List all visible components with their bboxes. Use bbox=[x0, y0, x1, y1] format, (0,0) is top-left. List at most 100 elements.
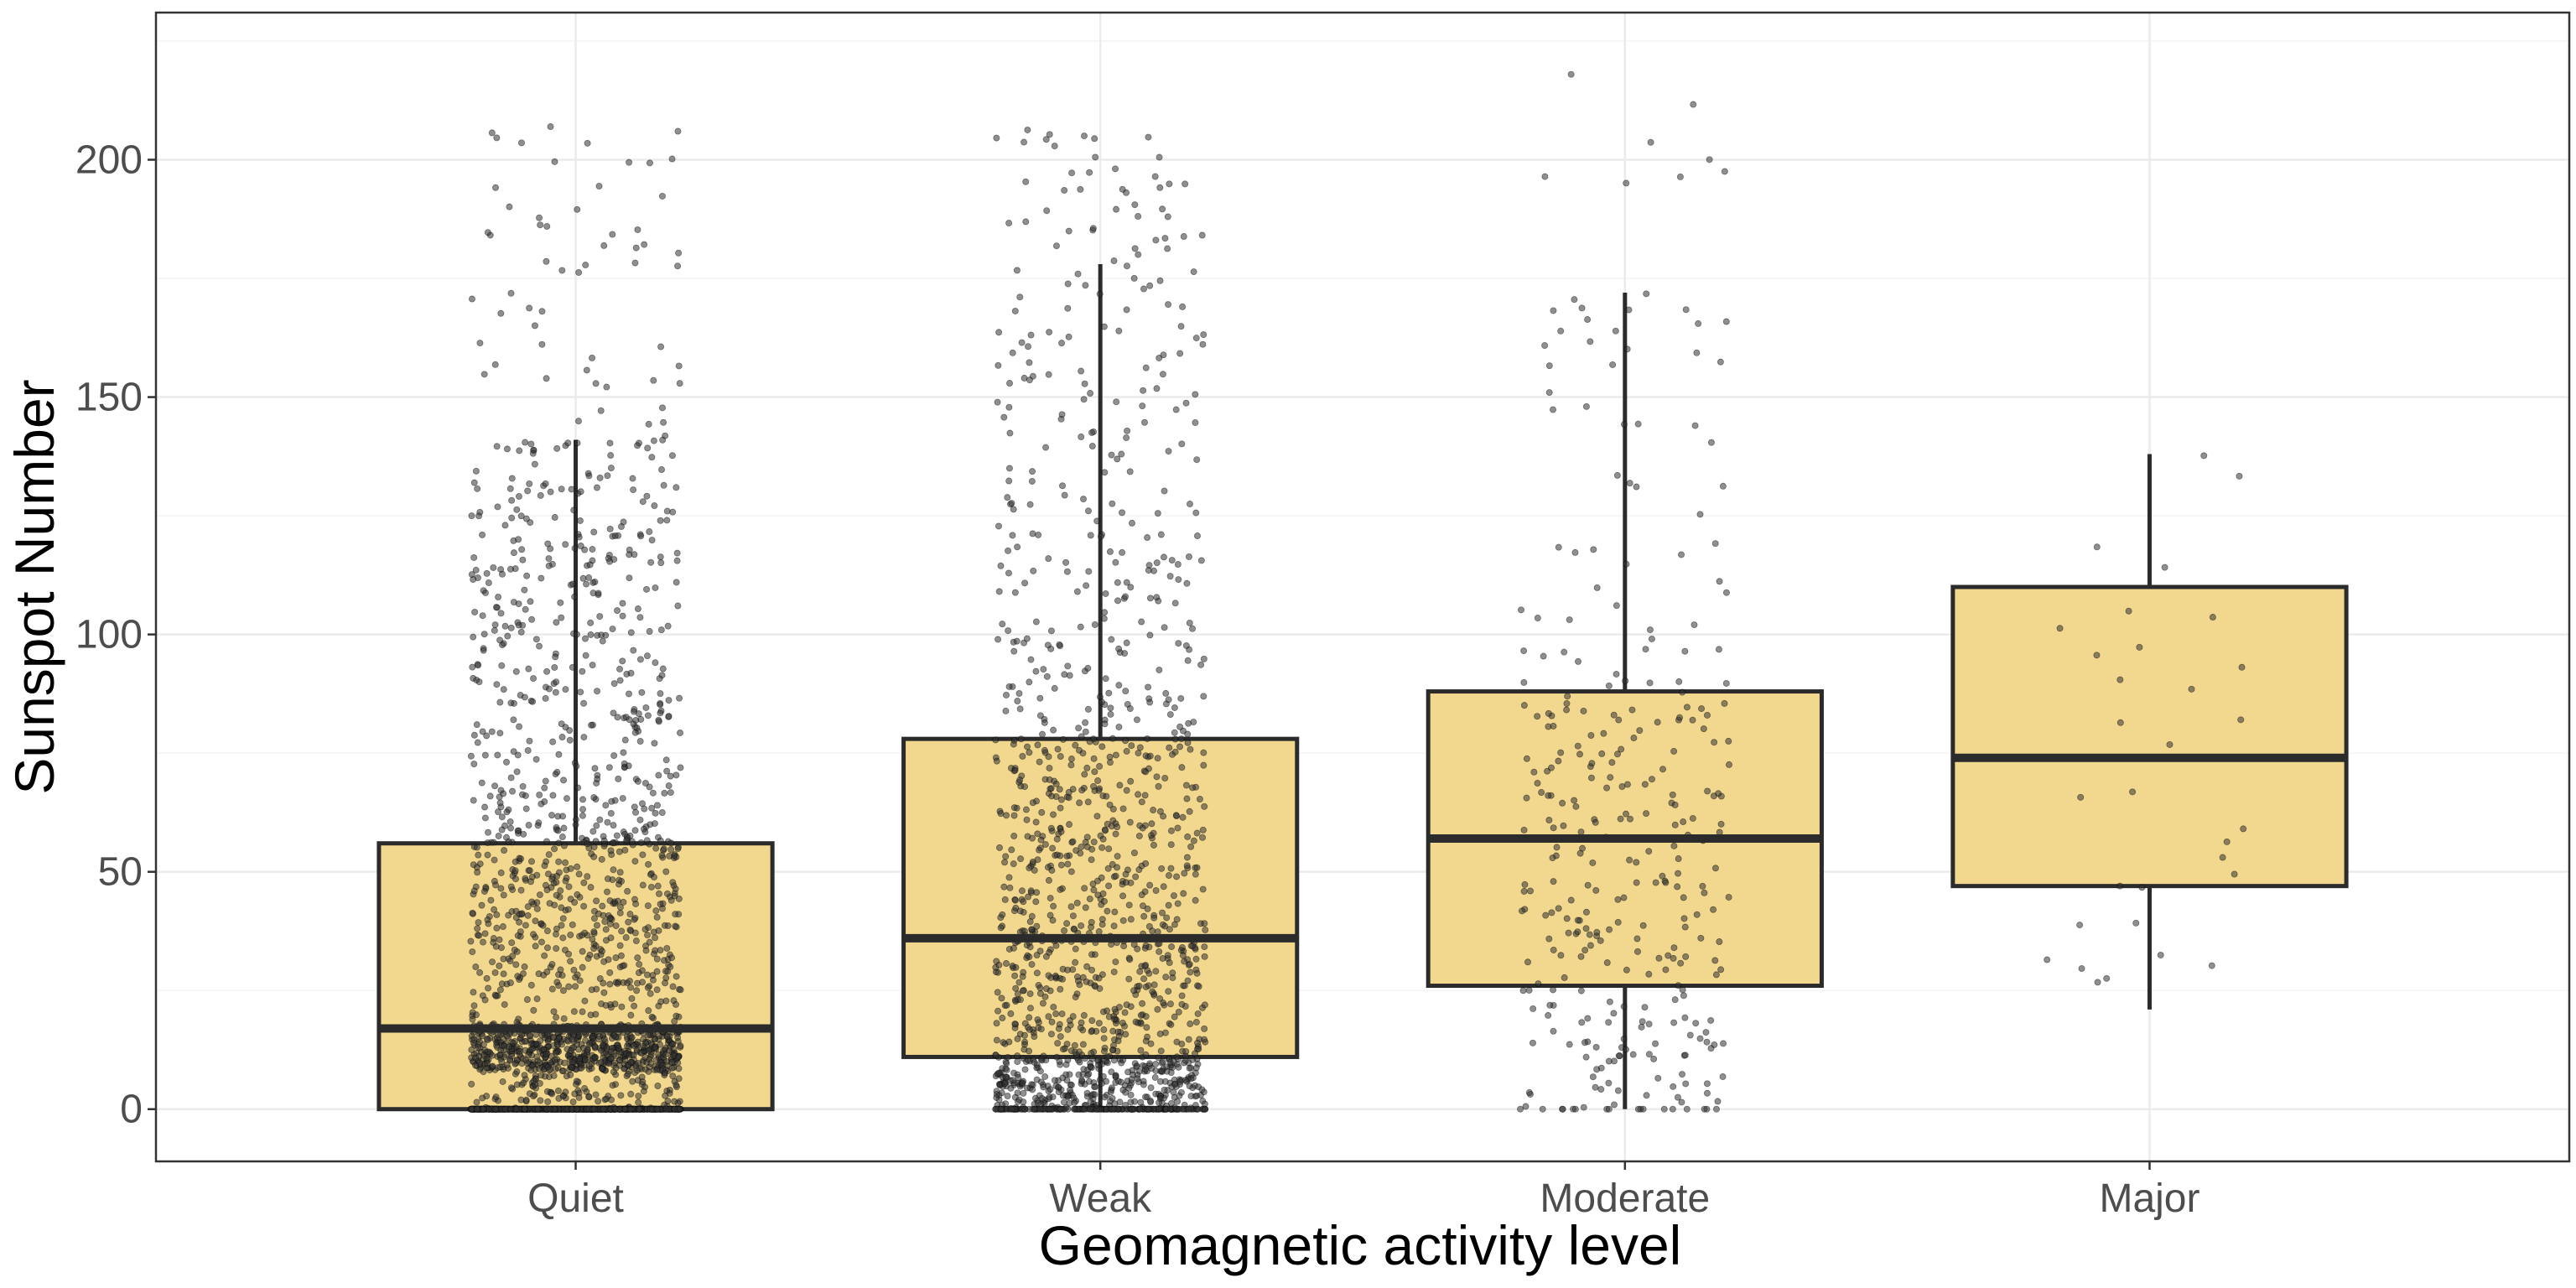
data-point bbox=[667, 789, 674, 797]
data-point bbox=[648, 537, 656, 544]
data-point bbox=[673, 973, 680, 980]
data-point bbox=[1186, 1064, 1193, 1072]
data-point bbox=[673, 1012, 680, 1020]
data-point bbox=[553, 619, 560, 626]
data-point bbox=[498, 826, 506, 834]
data-point bbox=[584, 955, 592, 963]
data-point bbox=[1171, 921, 1178, 928]
data-point bbox=[676, 694, 683, 702]
data-point bbox=[1009, 962, 1016, 969]
data-point bbox=[1021, 1066, 1029, 1073]
data-point bbox=[530, 1078, 538, 1085]
data-point bbox=[470, 797, 477, 804]
data-point bbox=[571, 1090, 579, 1098]
data-point bbox=[1061, 186, 1068, 194]
data-point bbox=[595, 910, 602, 917]
data-point bbox=[507, 824, 515, 832]
data-point bbox=[642, 947, 650, 954]
data-point bbox=[1690, 621, 1698, 629]
data-point bbox=[1722, 679, 1730, 687]
data-point bbox=[1674, 1093, 1681, 1101]
data-point bbox=[646, 938, 653, 946]
data-point bbox=[1183, 579, 1191, 587]
data-point bbox=[611, 532, 619, 540]
data-point bbox=[497, 309, 505, 317]
data-point bbox=[1134, 945, 1141, 953]
data-point bbox=[553, 678, 560, 686]
data-point bbox=[1633, 935, 1641, 943]
data-point bbox=[558, 834, 566, 841]
data-point bbox=[1141, 792, 1149, 799]
data-point bbox=[511, 946, 518, 953]
data-point bbox=[1106, 548, 1114, 555]
data-point bbox=[1112, 165, 1119, 173]
data-point bbox=[1023, 1084, 1031, 1092]
data-point bbox=[636, 737, 644, 745]
data-point bbox=[514, 932, 522, 939]
data-point bbox=[611, 1105, 619, 1113]
data-point bbox=[1584, 1015, 1592, 1022]
data-point bbox=[496, 936, 503, 943]
data-point bbox=[632, 808, 640, 816]
data-point bbox=[657, 553, 664, 561]
data-point bbox=[1201, 1100, 1208, 1108]
data-point bbox=[1098, 1079, 1105, 1087]
data-point bbox=[1108, 636, 1115, 643]
data-point bbox=[543, 1031, 551, 1039]
data-point bbox=[536, 1059, 543, 1067]
data-point bbox=[1087, 1105, 1094, 1113]
data-point bbox=[1054, 745, 1062, 753]
data-point bbox=[631, 916, 638, 923]
data-point bbox=[1542, 911, 1550, 919]
data-point bbox=[1025, 893, 1032, 901]
data-point bbox=[574, 891, 581, 898]
data-point bbox=[1519, 907, 1526, 915]
data-point bbox=[1020, 1098, 1027, 1106]
data-point bbox=[1571, 1105, 1579, 1113]
data-point bbox=[543, 375, 550, 382]
data-point bbox=[1623, 345, 1631, 353]
data-point bbox=[584, 139, 591, 147]
data-point bbox=[2219, 854, 2226, 861]
data-point bbox=[994, 398, 1001, 406]
data-point bbox=[475, 662, 482, 669]
data-point bbox=[2056, 625, 2064, 632]
data-point bbox=[643, 585, 651, 593]
data-point bbox=[560, 1015, 568, 1022]
data-point bbox=[522, 1096, 530, 1104]
data-point bbox=[1181, 958, 1188, 965]
data-point bbox=[479, 612, 486, 620]
data-point bbox=[470, 731, 478, 739]
data-point bbox=[1555, 905, 1562, 912]
data-point bbox=[667, 839, 675, 847]
data-point bbox=[2208, 962, 2215, 969]
data-point bbox=[621, 830, 629, 838]
data-point bbox=[599, 637, 606, 645]
data-point bbox=[551, 514, 558, 522]
data-point bbox=[1055, 1025, 1062, 1032]
data-point bbox=[1650, 1055, 1658, 1062]
data-point bbox=[1136, 1105, 1144, 1113]
data-point bbox=[1177, 694, 1185, 702]
data-point bbox=[503, 445, 511, 453]
data-point bbox=[1138, 798, 1145, 806]
data-point bbox=[1115, 723, 1123, 730]
data-point bbox=[551, 845, 558, 853]
data-point bbox=[1603, 784, 1611, 792]
data-point bbox=[512, 867, 519, 875]
data-point bbox=[600, 242, 608, 249]
data-point bbox=[671, 852, 678, 860]
data-point bbox=[668, 1041, 676, 1048]
data-point bbox=[476, 969, 484, 976]
data-point bbox=[1722, 318, 1730, 325]
data-point bbox=[1712, 971, 1720, 979]
data-point bbox=[1087, 390, 1094, 397]
data-point bbox=[1193, 456, 1201, 464]
data-point bbox=[1642, 646, 1649, 653]
data-point bbox=[1135, 251, 1142, 258]
data-point bbox=[1011, 896, 1019, 904]
data-point bbox=[621, 736, 629, 744]
data-point bbox=[668, 155, 676, 163]
data-point bbox=[1126, 818, 1134, 826]
